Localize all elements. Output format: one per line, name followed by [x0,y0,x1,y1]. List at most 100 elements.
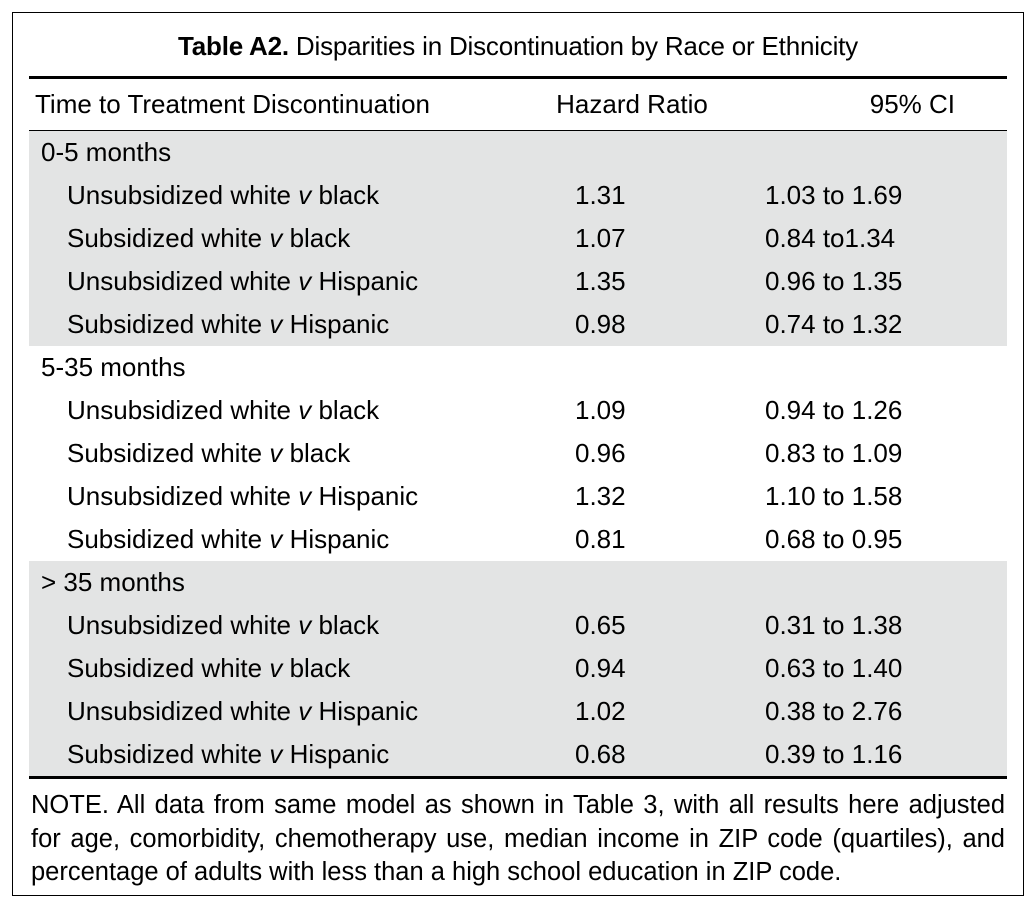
label-pre: Unsubsidized white [67,266,298,296]
cell-empty [517,137,747,168]
group-label: 0-5 months [35,137,517,168]
cell-empty [747,352,1001,383]
cell-ci: 0.94 to 1.26 [747,395,1001,426]
label-pre: Subsidized white [67,653,269,683]
label-post: black [311,180,379,210]
group-label: > 35 months [35,567,517,598]
cell-hazard-ratio: 1.09 [517,395,747,426]
cell-hazard-ratio: 1.07 [517,223,747,254]
label-pre: Subsidized white [67,739,269,769]
table-title: Table A2. Disparities in Discontinuation… [29,31,1007,62]
cell-hazard-ratio: 1.35 [517,266,747,297]
cell-comparison: Subsidized white v black [35,438,517,469]
group-header-row: 5-35 months [29,346,1007,389]
label-post: Hispanic [311,266,418,296]
label-pre: Unsubsidized white [67,610,298,640]
cell-hazard-ratio: 0.65 [517,610,747,641]
group-header-row: > 35 months [29,561,1007,604]
table-row: Unsubsidized white v Hispanic1.020.38 to… [29,690,1007,733]
label-pre: Unsubsidized white [67,395,298,425]
title-label-bold: Table A2. [178,31,289,61]
versus-italic: v [269,739,282,769]
table-body: 0-5 months Unsubsidized white v black1.31… [29,131,1007,776]
table-row: Unsubsidized white v black1.090.94 to 1.… [29,389,1007,432]
cell-empty [517,352,747,383]
versus-italic: v [269,223,282,253]
cell-ci: 0.63 to 1.40 [747,653,1001,684]
table-row: Subsidized white v Hispanic0.980.74 to 1… [29,303,1007,346]
versus-italic: v [298,395,311,425]
title-label-rest: Disparities in Discontinuation by Race o… [289,31,858,61]
label-pre: Unsubsidized white [67,180,298,210]
cell-hazard-ratio: 0.68 [517,739,747,770]
cell-ci: 0.96 to 1.35 [747,266,1001,297]
cell-comparison: Unsubsidized white v Hispanic [35,481,517,512]
cell-comparison: Subsidized white v Hispanic [35,309,517,340]
versus-italic: v [269,438,282,468]
label-post: black [282,653,350,683]
cell-hazard-ratio: 0.96 [517,438,747,469]
label-post: black [311,395,379,425]
group-header-row: 0-5 months [29,131,1007,174]
cell-ci: 0.74 to 1.32 [747,309,1001,340]
cell-ci: 0.38 to 2.76 [747,696,1001,727]
table-row: Subsidized white v black1.070.84 to1.34 [29,217,1007,260]
column-header-hr: Hazard Ratio [517,89,747,120]
column-header-row: Time to Treatment Discontinuation Hazard… [29,79,1007,130]
label-post: black [311,610,379,640]
table-row: Unsubsidized white v black0.650.31 to 1.… [29,604,1007,647]
label-post: black [282,438,350,468]
label-pre: Subsidized white [67,223,269,253]
cell-ci: 1.03 to 1.69 [747,180,1001,211]
cell-comparison: Subsidized white v black [35,653,517,684]
versus-italic: v [269,309,282,339]
versus-italic: v [269,653,282,683]
cell-comparison: Subsidized white v Hispanic [35,739,517,770]
versus-italic: v [269,524,282,554]
table-note: NOTE. All data from same model as shown … [29,789,1007,890]
versus-italic: v [298,481,311,511]
label-post: Hispanic [282,739,389,769]
cell-empty [517,567,747,598]
versus-italic: v [298,180,311,210]
cell-ci: 0.31 to 1.38 [747,610,1001,641]
group: 5-35 monthsUnsubsidized white v black1.0… [29,346,1007,561]
column-header-time: Time to Treatment Discontinuation [35,89,517,120]
cell-comparison: Unsubsidized white v Hispanic [35,266,517,297]
group-label: 5-35 months [35,352,517,383]
table-row: Unsubsidized white v Hispanic1.321.10 to… [29,475,1007,518]
cell-hazard-ratio: 1.32 [517,481,747,512]
cell-comparison: Subsidized white v black [35,223,517,254]
table-row: Subsidized white v Hispanic0.680.39 to 1… [29,733,1007,776]
table-row: Unsubsidized white v Hispanic1.350.96 to… [29,260,1007,303]
group: > 35 months Unsubsidized white v black 0.6… [29,561,1007,776]
cell-comparison: Unsubsidized white v Hispanic [35,696,517,727]
cell-ci: 0.84 to1.34 [747,223,1001,254]
cell-comparison: Unsubsidized white v black [35,395,517,426]
cell-ci: 0.39 to 1.16 [747,739,1001,770]
cell-empty [747,137,1001,168]
label-pre: Subsidized white [67,438,269,468]
label-pre: Subsidized white [67,524,269,554]
column-header-ci: 95% CI [747,89,1001,120]
label-post: Hispanic [282,309,389,339]
label-pre: Subsidized white [67,309,269,339]
label-post: Hispanic [311,481,418,511]
label-pre: Unsubsidized white [67,696,298,726]
cell-hazard-ratio: 0.81 [517,524,747,555]
cell-comparison: Subsidized white v Hispanic [35,524,517,555]
table-frame: Table A2. Disparities in Discontinuation… [12,12,1024,896]
rule-bottom [29,776,1007,779]
versus-italic: v [298,696,311,726]
label-pre: Unsubsidized white [67,481,298,511]
cell-ci: 0.68 to 0.95 [747,524,1001,555]
cell-empty [747,567,1001,598]
table-row: Unsubsidized white v black1.311.03 to 1.… [29,174,1007,217]
label-post: black [282,223,350,253]
label-post: Hispanic [311,696,418,726]
table-row: Subsidized white v Hispanic0.810.68 to 0… [29,518,1007,561]
versus-italic: v [298,266,311,296]
cell-hazard-ratio: 0.98 [517,309,747,340]
table-row: Subsidized white v black0.960.83 to 1.09 [29,432,1007,475]
label-post: Hispanic [282,524,389,554]
